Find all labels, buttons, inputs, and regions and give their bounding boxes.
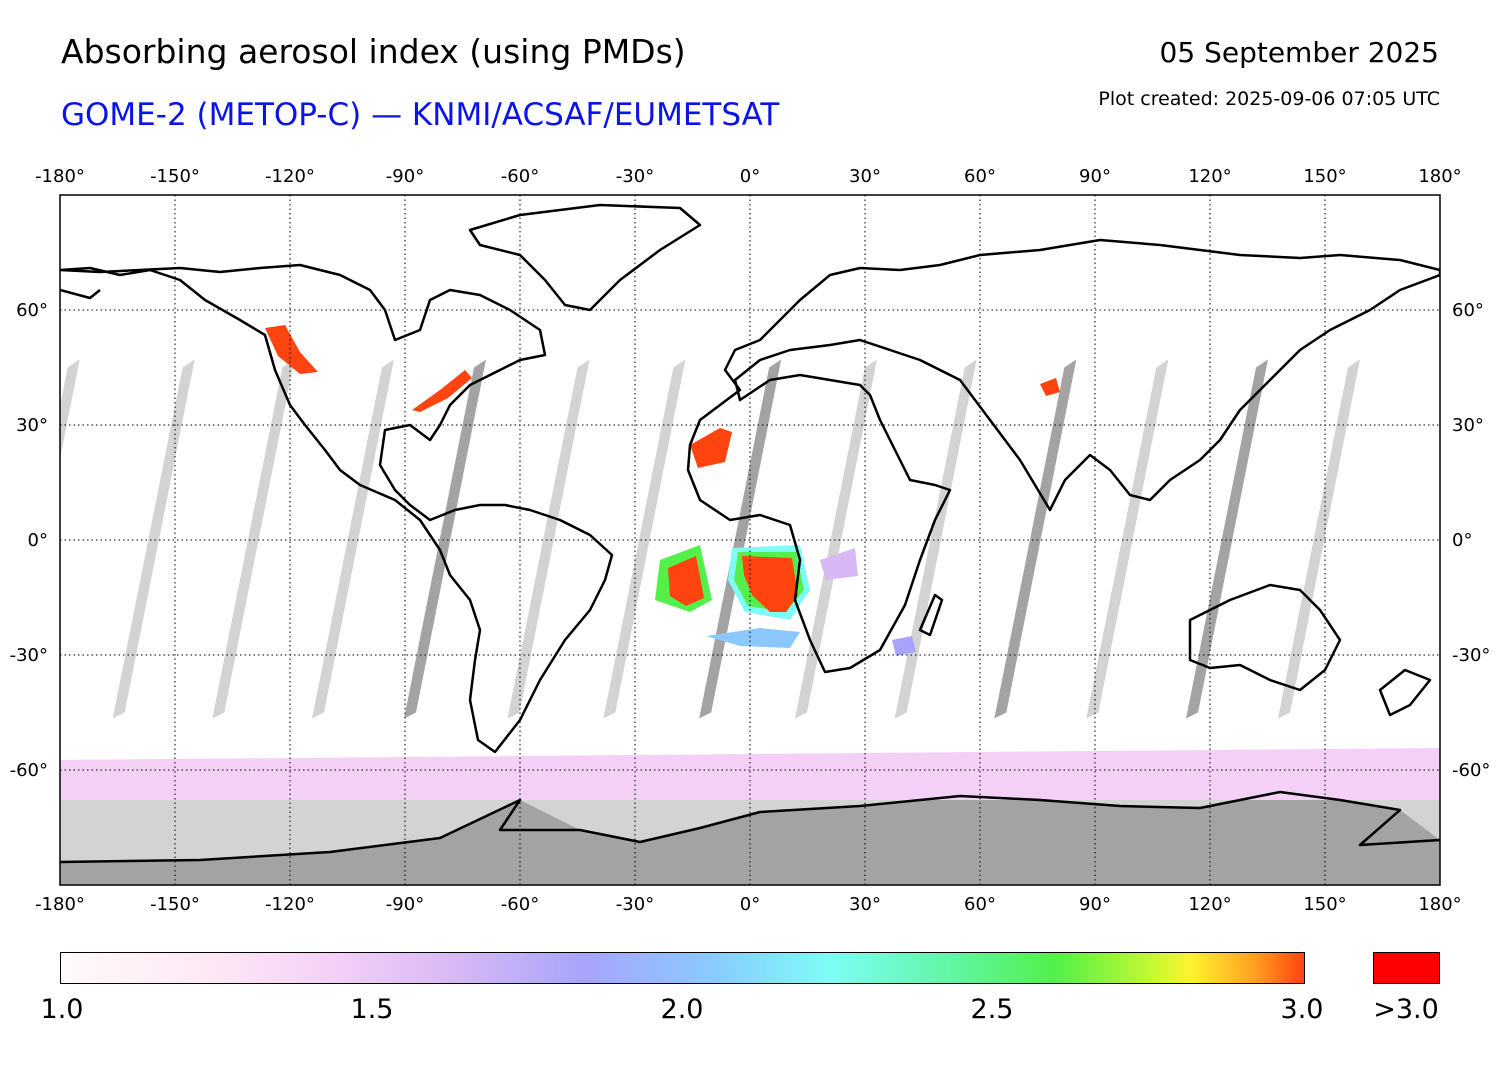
- graticule: [60, 195, 1440, 885]
- longitude-label: -60°: [501, 894, 539, 915]
- colorbar: [60, 952, 1305, 984]
- latitude-label: 30°: [16, 415, 48, 436]
- longitude-label: 120°: [1188, 166, 1231, 187]
- swath-gap: [994, 359, 1077, 719]
- swath-gap: [1086, 359, 1169, 719]
- longitude-label: 0°: [740, 166, 760, 187]
- aerosol-map: -180° -150° -120° -90° -60° -30° 0° 30° 60° 90° 12…: [10, 166, 1491, 915]
- longitude-label: -60°: [501, 166, 539, 187]
- swath-gap: [699, 359, 782, 719]
- colorbar-over-swatch: [1373, 952, 1440, 984]
- longitude-label: 180°: [1418, 894, 1461, 915]
- page-title: Absorbing aerosol index (using PMDs): [61, 32, 686, 71]
- latitude-label: -30°: [1452, 645, 1490, 666]
- longitude-label: 60°: [964, 894, 996, 915]
- longitude-labels-top: -180° -150° -120° -90° -60° -30° 0° 30° 60° 90° 12…: [35, 166, 1462, 187]
- swath-gap: [212, 359, 295, 719]
- swath-gap: [112, 359, 195, 719]
- longitude-labels-bottom: -180° -150° -120° -90° -60° -30° 0° 30° 60° 90° 12…: [35, 894, 1462, 915]
- high-aerosol-plumes: [60, 325, 1440, 800]
- longitude-label: -150°: [150, 894, 200, 915]
- swath-gap: [312, 359, 394, 719]
- swath-gap: [1186, 359, 1268, 719]
- longitude-label: 90°: [1079, 894, 1111, 915]
- longitude-label: 150°: [1303, 166, 1346, 187]
- latitude-label: 0°: [1452, 530, 1472, 551]
- latitude-label: -60°: [10, 760, 48, 781]
- swath-gap: [404, 359, 486, 719]
- longitude-label: -120°: [265, 894, 315, 915]
- swath-gap: [60, 359, 80, 459]
- longitude-label: -180°: [35, 166, 85, 187]
- longitude-label: -90°: [386, 166, 424, 187]
- swath-gap: [894, 359, 977, 719]
- longitude-label: 30°: [849, 166, 881, 187]
- longitude-label: -150°: [150, 166, 200, 187]
- longitude-label: 90°: [1079, 166, 1111, 187]
- longitude-label: 180°: [1418, 166, 1461, 187]
- longitude-label: 0°: [740, 894, 760, 915]
- longitude-label: 150°: [1303, 894, 1346, 915]
- map-frame: [59, 194, 1441, 886]
- latitude-label: -30°: [10, 645, 48, 666]
- colorbar-tick-label: 1.0: [40, 994, 84, 1025]
- longitude-label: 60°: [964, 166, 996, 187]
- no-data-swath-gaps: [60, 359, 1360, 719]
- colorbar-tick-label: 1.5: [350, 994, 394, 1025]
- longitude-label: -180°: [35, 894, 85, 915]
- longitude-label: -120°: [265, 166, 315, 187]
- colorbar-tick-label: 2.0: [660, 994, 704, 1025]
- page-subtitle: GOME-2 (METOP-C) — KNMI/ACSAF/EUMETSAT: [61, 97, 780, 133]
- longitude-label: -30°: [616, 166, 654, 187]
- longitude-label: 30°: [849, 894, 881, 915]
- swath-gap: [795, 359, 877, 719]
- longitude-label: -90°: [386, 894, 424, 915]
- latitude-label: 60°: [16, 300, 48, 321]
- latitude-label: 0°: [28, 530, 48, 551]
- longitude-label: 120°: [1188, 894, 1231, 915]
- latitude-labels-left: 60° 30° 0° -30° -60°: [10, 300, 48, 781]
- plot-created-timestamp: Plot created: 2025-09-06 07:05 UTC: [1098, 88, 1440, 110]
- swath-gap: [603, 359, 686, 719]
- swath-gap: [1278, 359, 1360, 719]
- swath-gap: [507, 359, 590, 719]
- colorbar-tick-label: 2.5: [970, 994, 1014, 1025]
- colorbar-over-label: >3.0: [1373, 994, 1439, 1025]
- colorbar-tick-label: 3.0: [1280, 994, 1324, 1025]
- observation-date: 05 September 2025: [1159, 36, 1439, 69]
- latitude-label: 60°: [1452, 300, 1484, 321]
- latitude-label: -60°: [1452, 760, 1490, 781]
- latitude-label: 30°: [1452, 415, 1484, 436]
- latitude-labels-right: 60° 30° 0° -30° -60°: [1452, 300, 1490, 781]
- longitude-label: -30°: [616, 894, 654, 915]
